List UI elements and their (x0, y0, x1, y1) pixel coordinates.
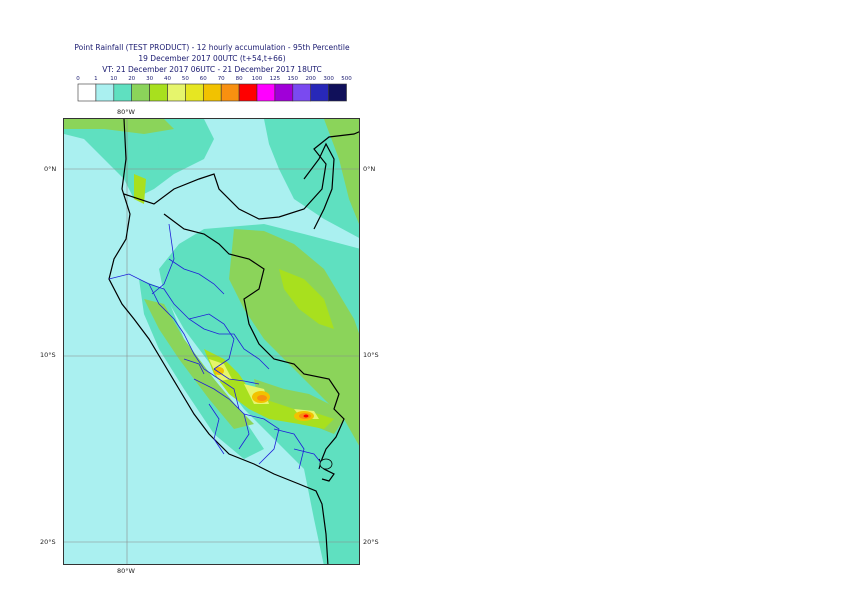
legend-threshold-label: 150 (288, 76, 299, 82)
color-legend: 0 1 10 20 30 40 50 60 70 80 100 125 150 200 300 500 (76, 76, 352, 102)
legend-color-swatch (256, 83, 276, 102)
legend-color-swatch (310, 83, 329, 102)
legend-threshold-label: 70 (218, 76, 225, 82)
left-lat-label-20s: 20°S (40, 538, 56, 546)
legend-threshold-label: 40 (164, 76, 171, 82)
legend-threshold-label: 0 (76, 76, 80, 82)
legend-color-swatch (292, 83, 312, 102)
map-title: Point Rainfall (TEST PRODUCT) - 12 hourl… (74, 43, 350, 52)
country-borders (108, 119, 359, 564)
legend-threshold-label: 125 (270, 76, 281, 82)
legend-color-swatch (77, 83, 97, 102)
rain-30-40-areas (134, 174, 334, 429)
legend-color-swatch (220, 83, 240, 102)
rain-60-100-hotspots (214, 367, 314, 421)
legend-color-swatch (185, 83, 204, 102)
legend-color-swatch (95, 83, 115, 102)
legend-threshold-label: 20 (128, 76, 135, 82)
bottom-longitude-label: 80°W (117, 567, 135, 575)
map-valid-time: VT: 21 December 2017 06UTC - 21 December… (102, 65, 322, 74)
right-lat-label-10s: 10°S (363, 351, 379, 359)
legend-color-swatch (167, 83, 186, 102)
left-lat-label-10s: 10°S (40, 351, 56, 359)
legend-threshold-label: 10 (110, 76, 117, 82)
legend-threshold-label: 60 (200, 76, 207, 82)
legend-color-swatch (238, 83, 258, 102)
legend-color-swatch (274, 83, 294, 102)
legend-color-swatch (149, 83, 168, 102)
legend-threshold-label: 50 (182, 76, 189, 82)
legend-threshold-label: 30 (146, 76, 153, 82)
map-canvas (64, 119, 359, 564)
legend-threshold-label: 200 (305, 76, 316, 82)
right-lat-label-0: 0°N (363, 165, 376, 173)
right-lat-label-20s: 20°S (363, 538, 379, 546)
legend-color-swatch (328, 83, 347, 102)
rainfall-map (63, 118, 360, 565)
legend-threshold-label: 80 (236, 76, 243, 82)
admin-boundaries (108, 223, 327, 470)
lake-titicaca (319, 458, 333, 470)
legend-threshold-label: 300 (323, 76, 334, 82)
legend-color-swatch (203, 83, 222, 102)
legend-threshold-label: 500 (341, 76, 352, 82)
legend-threshold-label: 100 (252, 76, 263, 82)
left-lat-label-0: 0°N (44, 165, 57, 173)
map-run-time: 19 December 2017 00UTC (t+54,t+66) (138, 54, 286, 63)
legend-color-swatch (113, 83, 132, 102)
top-longitude-label: 80°W (117, 108, 135, 116)
legend-color-swatch (131, 83, 150, 102)
legend-threshold-label: 1 (94, 76, 98, 82)
